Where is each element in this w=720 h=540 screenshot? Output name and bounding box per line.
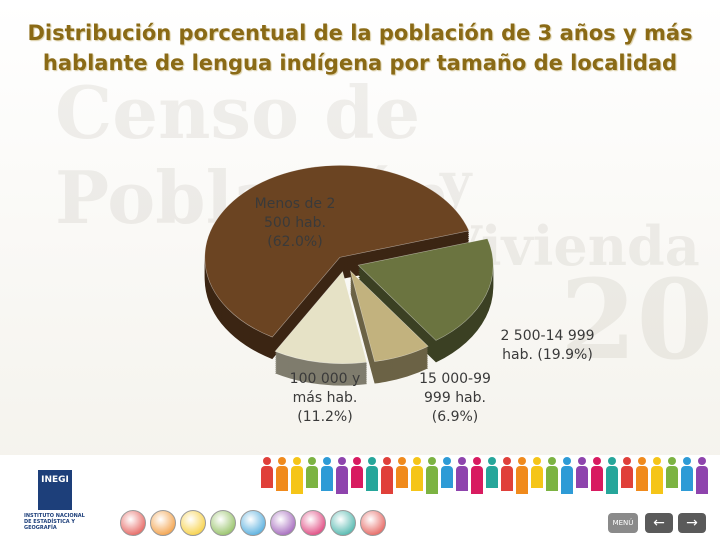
- person-body: [681, 466, 693, 491]
- person-head: [293, 457, 301, 465]
- person-head: [458, 457, 466, 465]
- slice-category: Menos de 2 500 hab.: [254, 196, 336, 231]
- person-body: [291, 466, 303, 494]
- person-body: [501, 466, 513, 491]
- nav-icon: [330, 510, 356, 536]
- person-body: [306, 466, 318, 488]
- person-body: [456, 466, 468, 491]
- person-body: [606, 466, 618, 494]
- nav-icon: [270, 510, 296, 536]
- pie-slice: [274, 271, 368, 364]
- person-body: [591, 466, 603, 491]
- pie-slice: [357, 238, 494, 341]
- person-body: [561, 466, 573, 494]
- slice-value-label: (6.9%): [431, 409, 479, 425]
- person-body: [411, 466, 423, 491]
- footer: INEGI INSTITUTO NACIONAL DE ESTADÍSTICA …: [0, 455, 720, 540]
- person-body: [516, 466, 528, 494]
- person-head: [608, 457, 616, 465]
- logo-icon: [38, 470, 72, 510]
- person-head: [623, 457, 631, 465]
- slice-label: Menos de 2 500 hab. (62.0%): [250, 195, 340, 252]
- watermark: 2010: [560, 255, 720, 384]
- person-head: [428, 457, 436, 465]
- person-body: [576, 466, 588, 488]
- slice-label: 15 000-99 999 hab. (6.9%): [410, 370, 500, 427]
- menu-button[interactable]: MENÚ: [608, 513, 638, 533]
- person-body: [621, 466, 633, 488]
- person-head: [638, 457, 646, 465]
- nav-icon: [180, 510, 206, 536]
- person-head: [353, 457, 361, 465]
- nav-icon: [210, 510, 236, 536]
- person-body: [636, 466, 648, 491]
- person-head: [443, 457, 451, 465]
- person-head: [578, 457, 586, 465]
- nav-icon: [150, 510, 176, 536]
- person-head: [653, 457, 661, 465]
- nav-icon: [240, 510, 266, 536]
- person-head: [413, 457, 421, 465]
- next-button[interactable]: →: [678, 513, 706, 533]
- pie-slice: [204, 165, 470, 338]
- person-head: [518, 457, 526, 465]
- person-head: [563, 457, 571, 465]
- person-head: [698, 457, 706, 465]
- person-body: [366, 466, 378, 491]
- person-body: [261, 466, 273, 488]
- person-body: [546, 466, 558, 491]
- person-head: [548, 457, 556, 465]
- slice-value-label: (11.2%): [297, 409, 353, 425]
- slice-value-label: (19.9%): [537, 347, 593, 363]
- nav-icon: [360, 510, 386, 536]
- chart-title: Distribución porcentual de la población …: [27, 21, 693, 75]
- person-head: [683, 457, 691, 465]
- person-body: [351, 466, 363, 488]
- person-body: [471, 466, 483, 494]
- slice-value-label: (62.0%): [267, 234, 323, 250]
- slice-label: 100 000 y más hab. (11.2%): [280, 370, 370, 427]
- person-head: [263, 457, 271, 465]
- person-body: [441, 466, 453, 488]
- person-body: [666, 466, 678, 488]
- person-head: [368, 457, 376, 465]
- person-head: [383, 457, 391, 465]
- slice-category: 2 500-14 999 hab.: [500, 328, 595, 363]
- person-head: [473, 457, 481, 465]
- slice-label: 2 500-14 999 hab. (19.9%): [490, 327, 605, 365]
- person-body: [396, 466, 408, 488]
- person-head: [503, 457, 511, 465]
- logo-name: INEGI: [41, 475, 69, 485]
- person-body: [426, 466, 438, 494]
- slice-category: 100 000 y más hab.: [289, 371, 361, 406]
- person-head: [278, 457, 286, 465]
- logo-text: INSTITUTO NACIONAL DE ESTADÍSTICA Y GEOG…: [24, 513, 85, 531]
- person-body: [696, 466, 708, 494]
- person-body: [651, 466, 663, 494]
- person-head: [488, 457, 496, 465]
- person-body: [486, 466, 498, 488]
- person-body: [531, 466, 543, 488]
- person-head: [533, 457, 541, 465]
- prev-button[interactable]: ←: [645, 513, 673, 533]
- nav-icon: [300, 510, 326, 536]
- person-body: [276, 466, 288, 491]
- person-head: [323, 457, 331, 465]
- person-head: [398, 457, 406, 465]
- nav-icon: [120, 510, 146, 536]
- person-body: [321, 466, 333, 491]
- person-body: [381, 466, 393, 494]
- person-head: [593, 457, 601, 465]
- person-body: [336, 466, 348, 494]
- pie-slice: [349, 270, 429, 362]
- person-head: [668, 457, 676, 465]
- person-head: [308, 457, 316, 465]
- slice-category: 15 000-99 999 hab.: [419, 371, 491, 406]
- person-head: [338, 457, 346, 465]
